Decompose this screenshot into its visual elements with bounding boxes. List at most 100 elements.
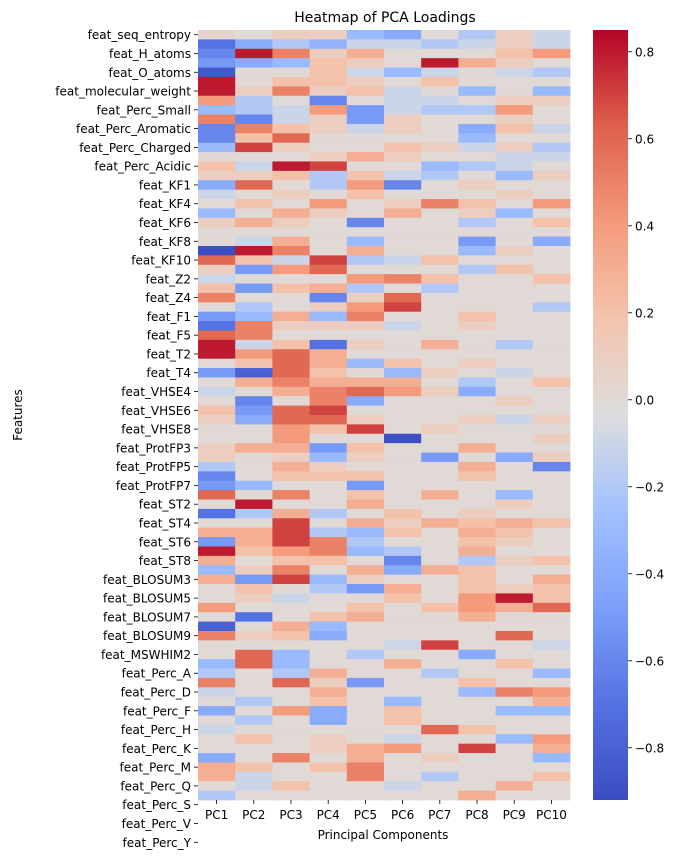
heatmap-cell [235, 86, 273, 97]
heatmap-cell [495, 189, 534, 200]
heatmap-cell [532, 762, 571, 773]
heatmap-cell [458, 574, 496, 585]
heatmap-cell [346, 86, 385, 97]
heatmap-cell [458, 565, 496, 576]
heatmap-cell [495, 405, 534, 416]
heatmap-cell [495, 255, 534, 266]
heatmap-cell [198, 471, 236, 482]
heatmap-cell [458, 368, 496, 378]
heatmap-cell [384, 555, 422, 566]
heatmap-cell [198, 142, 236, 153]
heatmap-cell [532, 330, 571, 341]
heatmap-cell [384, 283, 422, 294]
heatmap-cell [198, 771, 236, 782]
heatmap-cell [458, 734, 496, 745]
heatmap-cell [495, 396, 534, 407]
heatmap-cell [495, 311, 534, 322]
heatmap-cell [235, 781, 273, 792]
heatmap-cell [309, 152, 348, 162]
heatmap-cell [309, 734, 348, 745]
heatmap-cell [346, 771, 385, 782]
heatmap-cell [458, 330, 496, 341]
heatmap-cell [532, 170, 571, 181]
heatmap-cell [272, 377, 310, 388]
heatmap-cell [384, 508, 422, 519]
heatmap-cell [421, 715, 459, 726]
heatmap-cell [309, 180, 348, 191]
heatmap-cell [495, 48, 534, 59]
heatmap-cell [458, 105, 496, 115]
heatmap-cell [384, 743, 422, 754]
heatmap-cell [198, 584, 236, 594]
heatmap-cell [235, 461, 273, 472]
heatmap-cell [532, 133, 571, 144]
row-tick-label: feat_VHSE4 [121, 385, 191, 399]
heatmap-cell [235, 424, 273, 435]
heatmap-cell [346, 105, 385, 115]
heatmap-cell [458, 180, 496, 191]
heatmap-cell [421, 30, 459, 40]
heatmap-cell [272, 490, 310, 500]
heatmap-cell [235, 565, 273, 576]
heatmap-cell [346, 161, 385, 172]
heatmap-cell [198, 593, 236, 604]
row-tick-labels: feat_seq_entropy feat_H_atoms feat_O_atoms… [55, 28, 198, 850]
heatmap-cell [495, 621, 534, 632]
heatmap-cell [309, 508, 348, 519]
heatmap-cell [532, 358, 571, 369]
heatmap-cell [458, 593, 496, 604]
heatmap-cell [272, 461, 310, 472]
heatmap-cell [458, 649, 496, 660]
heatmap-cell [272, 527, 310, 538]
heatmap-cell [384, 424, 422, 435]
heatmap-cell [346, 762, 385, 773]
heatmap-cell [272, 236, 310, 247]
heatmap-cell [235, 311, 273, 322]
heatmap-cell [272, 321, 310, 331]
heatmap-cell [198, 227, 236, 237]
heatmap-cell [495, 696, 534, 707]
heatmap-cell [346, 396, 385, 407]
heatmap-cell [532, 480, 571, 491]
heatmap-cell [235, 734, 273, 745]
heatmap-cell [346, 189, 385, 200]
heatmap-cell [309, 217, 348, 228]
heatmap-cell [198, 264, 236, 275]
heatmap-cell [309, 142, 348, 153]
heatmap-cell [384, 208, 422, 219]
heatmap-cell [235, 555, 273, 566]
row-tick-label: feat_Perc_Small [97, 103, 191, 117]
heatmap-cell [421, 236, 459, 247]
heatmap-cell [384, 189, 422, 200]
heatmap-cell [346, 349, 385, 360]
colorbar-tick-label: 0.6 [635, 132, 654, 146]
heatmap-cell [198, 687, 236, 698]
heatmap-cell [272, 358, 310, 369]
heatmap-cell [198, 208, 236, 219]
heatmap-cell [346, 743, 385, 754]
heatmap-cell [198, 762, 236, 773]
column-tick-label: PC3 [279, 808, 302, 822]
heatmap-cell [346, 30, 385, 40]
heatmap-cell [272, 781, 310, 792]
heatmap-cell [346, 405, 385, 416]
heatmap-cell [272, 724, 310, 735]
heatmap-cell [346, 67, 385, 78]
heatmap-cell [235, 771, 273, 782]
heatmap-cell [272, 123, 310, 134]
heatmap-cell [532, 95, 571, 106]
heatmap-cell [309, 602, 348, 613]
heatmap-cell [421, 292, 459, 303]
heatmap-cell [198, 245, 236, 256]
heatmap-cell [346, 546, 385, 557]
heatmap-cell [272, 518, 310, 529]
heatmap-cell [235, 368, 273, 378]
row-tick-label: feat_BLOSUM5 [103, 592, 191, 606]
heatmap-cell [384, 114, 422, 125]
heatmap-cell [532, 311, 571, 322]
row-tick-label: feat_ST8 [139, 554, 191, 568]
heatmap-cell [532, 396, 571, 407]
heatmap-cell [309, 461, 348, 472]
heatmap-cell [272, 415, 310, 425]
heatmap-cell [384, 490, 422, 500]
